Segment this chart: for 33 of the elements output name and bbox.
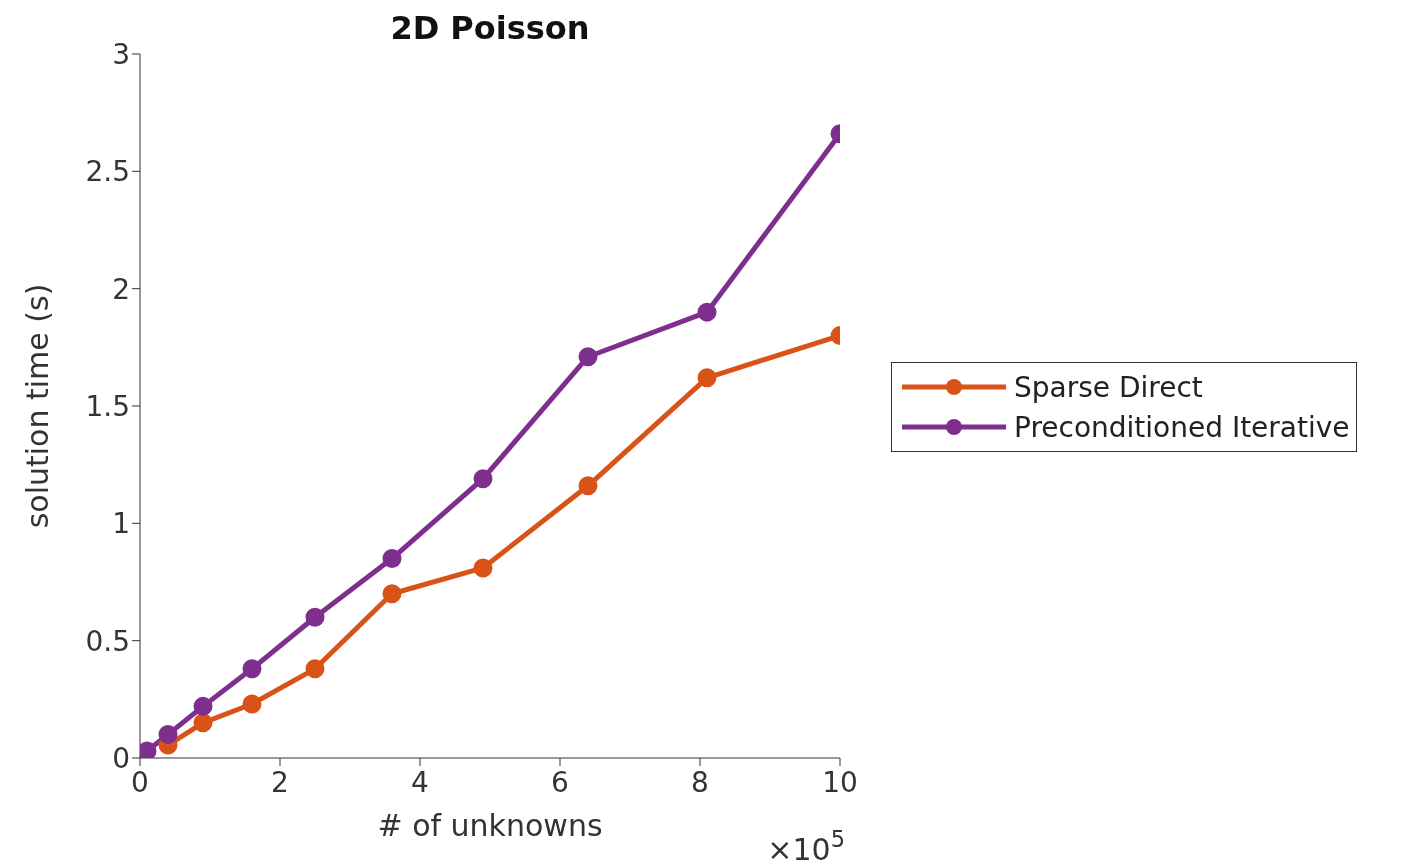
x-tick-label: 4 (411, 765, 429, 799)
point (193, 713, 213, 733)
legend-label: Sparse Direct (1014, 370, 1203, 404)
chart-title: 2D Poisson (390, 9, 590, 47)
y-tick-label: 2 (112, 272, 130, 306)
point (305, 659, 325, 679)
x-tick-label: 10 (822, 765, 858, 799)
point (158, 725, 178, 745)
point (305, 607, 325, 627)
x-axis-title: # of unknowns (377, 808, 603, 843)
point (578, 347, 598, 367)
y-tick-label: 0 (112, 741, 130, 775)
point (382, 549, 402, 569)
point (697, 368, 717, 388)
legend-label: Preconditioned Iterative (1014, 410, 1350, 444)
y-tick-label: 0.5 (85, 624, 130, 658)
point (242, 659, 262, 679)
x-tick-label: 6 (551, 765, 569, 799)
point (473, 558, 493, 578)
point (193, 696, 213, 716)
point (697, 302, 717, 322)
y-axis-title: solution time (s) (19, 283, 55, 529)
point (578, 476, 598, 496)
y-tick-label: 1 (112, 507, 130, 541)
y-tick-label: 1.5 (85, 389, 130, 423)
point (242, 694, 262, 714)
point (382, 584, 402, 604)
y-tick-label: 2.5 (85, 155, 130, 189)
x-tick-label: 8 (691, 765, 709, 799)
point (473, 469, 493, 489)
x-tick-label: 2 (271, 765, 289, 799)
text: ×10$^{5}$ (767, 826, 845, 867)
y-tick-label: 3 (112, 37, 130, 71)
